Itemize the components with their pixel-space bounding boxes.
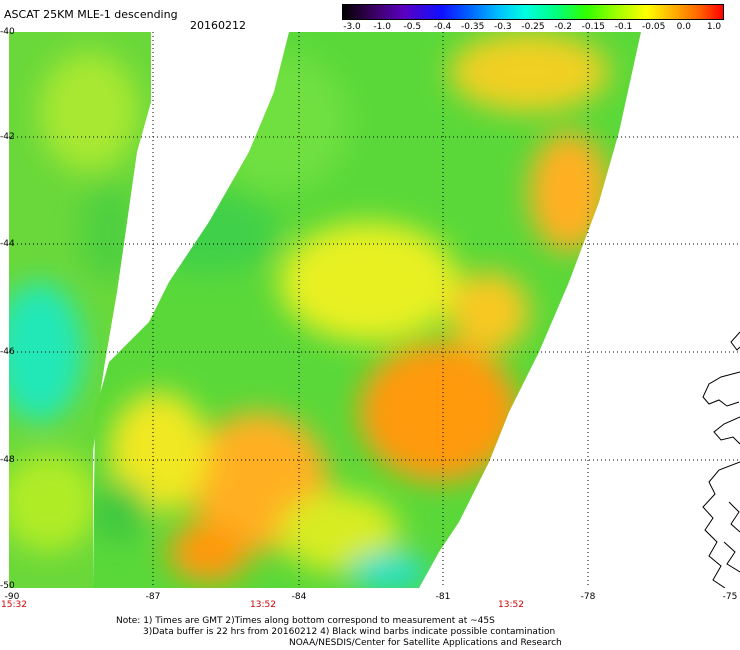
map-title: ASCAT 25KM MLE-1 descending (4, 8, 178, 21)
colorbar-tick-label: 1.0 (706, 22, 722, 32)
map-plot (9, 32, 740, 588)
colorbar-tick-label: 0.0 (676, 22, 691, 32)
colorbar-tick-label: -0.35 (461, 22, 485, 32)
x-tick-label: -90 (4, 592, 20, 602)
y-tick-label: -50 (0, 581, 15, 591)
note-line-2: 3)Data buffer is 22 hrs from 20160212 4)… (143, 627, 556, 637)
x-tick-label: -75 (722, 592, 738, 602)
colorbar-tick-label: -0.3 (494, 22, 512, 32)
colorbar-tick-label: -0.25 (521, 22, 545, 32)
y-tick-label: -46 (0, 347, 15, 357)
pass-time-label: 13:52 (250, 600, 276, 610)
coastline (702, 331, 740, 588)
note-line-3: NOAA/NESDIS/Center for Satellite Applica… (289, 638, 562, 648)
colorbar-tick-label: -0.15 (581, 22, 605, 32)
colorbar-tick-label: -1.0 (373, 22, 391, 32)
colorbar-tick-label: -0.2 (554, 22, 572, 32)
map-date: 20160212 (190, 19, 246, 32)
pass-time-label: 15:32 (1, 600, 27, 610)
colorbar-tick-label: -3.0 (343, 22, 361, 32)
y-tick-label: -44 (0, 239, 15, 249)
colorbar-tick-label: -0.4 (433, 22, 452, 32)
pass-time-label: 13:52 (498, 600, 524, 610)
colorbar-tick-label: -0.5 (403, 22, 422, 32)
lat-lon-grid (9, 32, 740, 588)
swath-right (93, 32, 641, 588)
colorbar (342, 4, 724, 20)
x-tick-label: -78 (580, 592, 596, 602)
colorbar-tick-label: -0.1 (614, 22, 633, 32)
y-tick-label: -40 (0, 27, 15, 37)
y-tick-label: -42 (0, 132, 15, 142)
note-line-1: Note: 1) Times are GMT 2)Times along bot… (116, 616, 495, 626)
map-svg (9, 32, 740, 588)
x-tick-label: -84 (291, 592, 307, 602)
x-tick-label: -87 (145, 592, 161, 602)
x-tick-label: -81 (435, 592, 451, 602)
y-tick-label: -48 (0, 455, 15, 465)
colorbar-tick-label: -0.05 (642, 22, 666, 32)
